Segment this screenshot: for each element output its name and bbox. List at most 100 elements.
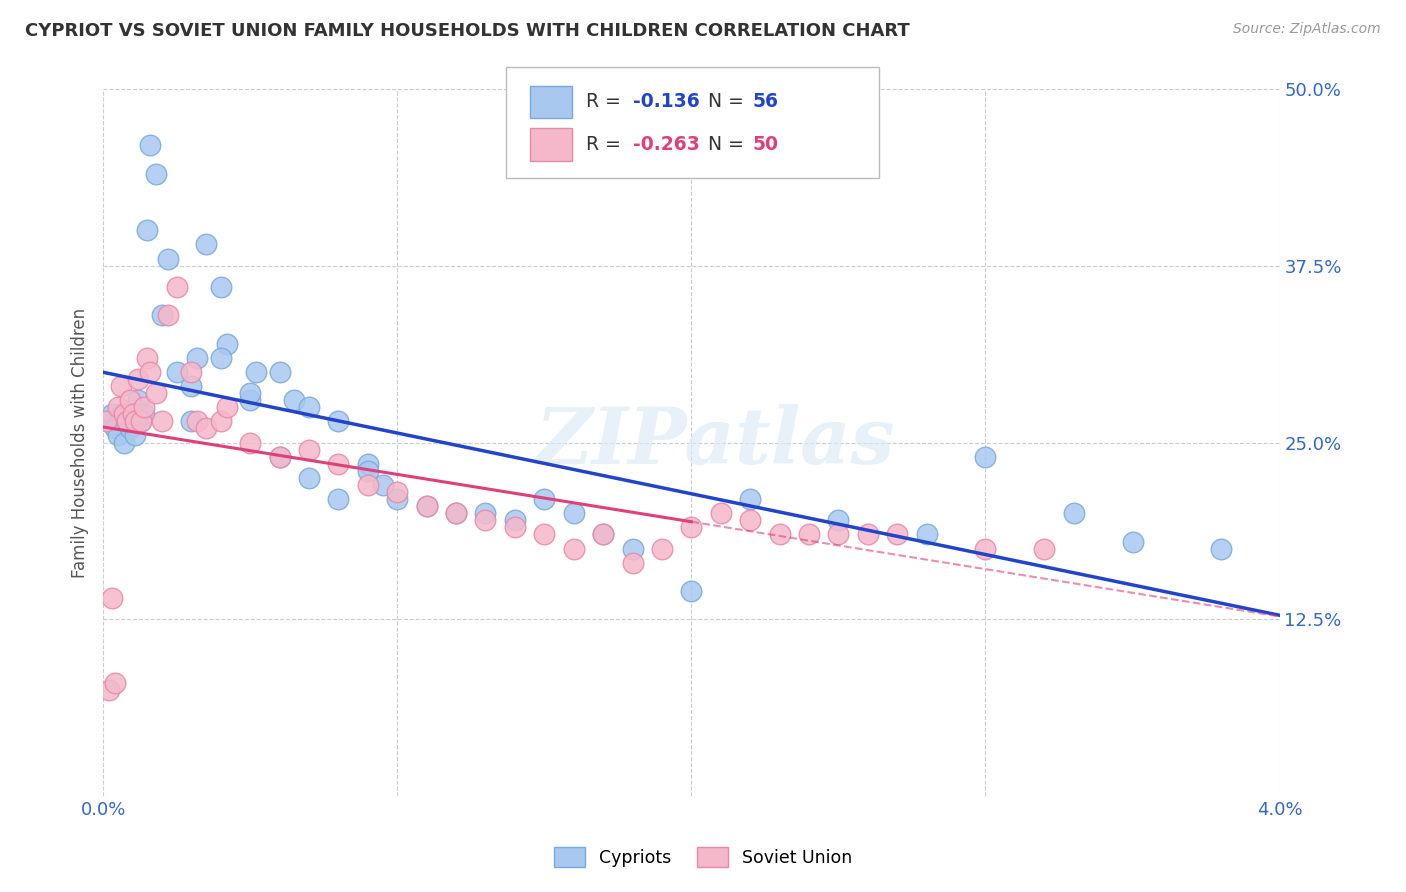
Point (145, 386, 167, 401)
Point (127, 372, 149, 386)
Point (209, 414, 232, 428)
Point (1121, 534, 1143, 549)
Point (145, 167, 167, 181)
Point (387, 492, 409, 507)
Point (740, 513, 762, 527)
Point (180, 365, 202, 379)
Point (156, 308, 179, 322)
Point (94, 414, 117, 428)
Point (195, 237, 218, 252)
Point (1209, 541, 1232, 556)
Point (134, 400, 156, 414)
Point (131, 414, 153, 428)
Point (239, 435, 262, 450)
Point (136, 223, 159, 237)
Point (107, 400, 129, 414)
Point (474, 506, 496, 520)
Text: R =: R = (586, 135, 627, 154)
Point (328, 457, 350, 471)
Point (110, 407, 132, 421)
Text: -0.263: -0.263 (633, 135, 700, 154)
Point (121, 407, 143, 421)
Point (503, 513, 526, 527)
Point (131, 414, 153, 428)
Point (115, 414, 138, 428)
Text: ZIPatlas: ZIPatlas (536, 404, 894, 481)
Point (269, 450, 291, 464)
Point (150, 308, 173, 322)
Point (239, 386, 262, 401)
Point (104, 676, 127, 690)
Point (186, 351, 208, 365)
Text: 56: 56 (752, 92, 778, 112)
Point (503, 520, 526, 534)
Point (115, 414, 138, 428)
Point (150, 414, 173, 428)
Point (180, 414, 202, 428)
Point (118, 421, 141, 435)
Point (562, 506, 585, 520)
Point (127, 393, 149, 408)
Point (681, 584, 703, 599)
Point (740, 492, 762, 507)
Point (107, 428, 129, 442)
Point (1063, 506, 1085, 520)
Point (533, 492, 555, 507)
Point (710, 506, 733, 520)
Text: N =: N = (696, 135, 749, 154)
Point (98, 414, 121, 428)
Point (827, 527, 849, 541)
Point (415, 499, 437, 513)
Point (621, 541, 644, 556)
Point (195, 421, 218, 435)
Point (298, 400, 321, 414)
Point (797, 527, 820, 541)
Point (121, 407, 143, 421)
Point (357, 457, 380, 471)
Text: N =: N = (696, 92, 749, 112)
Point (827, 513, 849, 527)
Point (269, 450, 291, 464)
Point (124, 428, 146, 442)
Point (283, 393, 305, 408)
Point (139, 138, 162, 153)
Point (328, 492, 350, 507)
Point (533, 527, 555, 541)
Point (592, 527, 614, 541)
Point (974, 450, 997, 464)
Point (166, 365, 188, 379)
Point (112, 407, 135, 421)
Y-axis label: Family Households with Children: Family Households with Children (72, 308, 89, 578)
Point (768, 527, 790, 541)
Point (101, 407, 124, 421)
Point (915, 527, 938, 541)
Point (357, 478, 380, 492)
Point (621, 556, 644, 570)
Point (180, 379, 202, 393)
Text: -0.136: -0.136 (633, 92, 699, 112)
Point (98, 683, 121, 698)
Text: Source: ZipAtlas.com: Source: ZipAtlas.com (1233, 22, 1381, 37)
Point (562, 541, 585, 556)
Point (1033, 541, 1056, 556)
Point (415, 499, 437, 513)
Point (371, 478, 394, 492)
Point (110, 379, 132, 393)
Point (136, 351, 159, 365)
Point (245, 365, 267, 379)
Point (298, 442, 321, 457)
Point (681, 520, 703, 534)
Point (298, 471, 321, 485)
Point (101, 591, 124, 606)
Point (856, 527, 879, 541)
Point (444, 506, 467, 520)
Text: 50: 50 (752, 135, 778, 154)
Point (592, 527, 614, 541)
Point (886, 527, 908, 541)
Point (209, 351, 232, 365)
Point (387, 485, 409, 500)
Point (328, 414, 350, 428)
Point (134, 407, 156, 421)
Point (974, 541, 997, 556)
Point (118, 393, 141, 408)
